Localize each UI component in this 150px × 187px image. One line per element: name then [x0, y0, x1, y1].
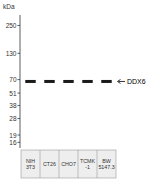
lane-box	[21, 150, 116, 178]
lane-label: BW5147.3	[98, 158, 114, 171]
y-tick	[18, 25, 21, 26]
annotation-arrowhead	[118, 79, 121, 83]
lane-divider	[97, 150, 98, 178]
y-axis-title: kDa	[3, 3, 15, 10]
lane-label: TCMK-1	[80, 158, 95, 171]
band	[101, 80, 111, 83]
lane-label: NIH3T3	[26, 158, 35, 171]
chart: 250 130 70 51 38 28 1916 kDa NIH3T3 CT26 CHO7 TCMK-…	[0, 0, 150, 187]
lane-label: CT26	[43, 161, 56, 167]
y-tick	[18, 53, 21, 54]
band	[25, 80, 35, 83]
y-tick	[18, 135, 21, 136]
lane-label-line: 5147.3	[98, 164, 114, 170]
lane-label: CHO7	[61, 161, 76, 167]
y-tick	[18, 93, 21, 94]
y-tick	[18, 118, 21, 119]
y-tick-label: 38	[9, 102, 17, 109]
y-tick-label: 70	[9, 76, 17, 83]
lane-divider	[40, 150, 41, 178]
y-tick-label: 19	[9, 132, 17, 139]
y-tick-label: 250	[6, 22, 17, 29]
y-tick	[18, 79, 21, 80]
lane-label-line: -1	[85, 164, 90, 170]
lane-label-line: TCMK	[80, 158, 95, 164]
band	[44, 80, 54, 83]
band	[82, 80, 92, 83]
lane-label-line: 3T3	[26, 164, 35, 170]
lane-label-line: NIH	[26, 158, 35, 164]
lane-divider	[59, 150, 60, 178]
y-tick-label: 130	[6, 50, 17, 57]
annotation-arrow	[119, 81, 126, 82]
lane-label-line: CHO7	[61, 161, 76, 167]
annotation-label: DDX6	[127, 78, 146, 85]
band	[63, 80, 73, 83]
y-tick-label: 16	[9, 139, 17, 146]
lane-label-line: BW	[102, 158, 111, 164]
y-tick-label: 28	[9, 115, 17, 122]
marks	[25, 80, 111, 83]
lane-divider	[78, 150, 79, 178]
y-tick-label: 51	[9, 90, 17, 97]
y-axis-line	[20, 15, 21, 148]
y-tick	[18, 105, 21, 106]
lane-label-line: CT26	[43, 161, 56, 167]
y-tick	[18, 142, 21, 143]
